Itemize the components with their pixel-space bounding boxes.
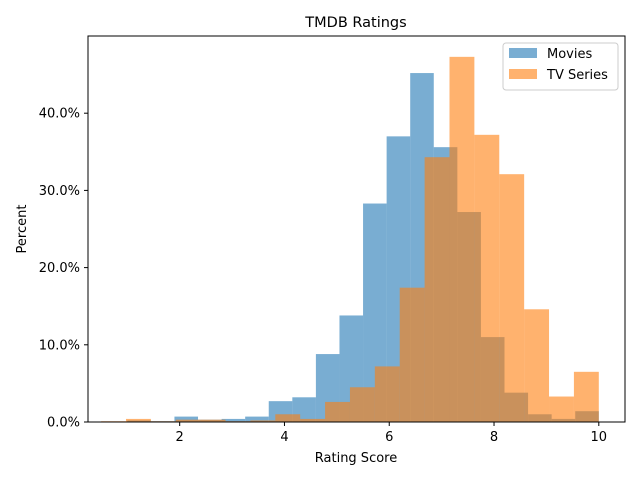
bar [424, 157, 450, 423]
series-1 [101, 56, 599, 423]
bar [325, 401, 350, 422]
y-tick-label: 0.0% [47, 416, 80, 431]
y-tick-label: 30.0% [39, 184, 80, 199]
bar [300, 418, 326, 422]
bar [174, 416, 199, 422]
x-tick-label: 10 [591, 430, 608, 445]
y-axis-label: Percent [15, 205, 30, 254]
y-tick-label: 10.0% [39, 338, 80, 353]
x-tick-label: 8 [490, 430, 498, 445]
y-tick-label: 20.0% [39, 261, 80, 276]
bar [245, 416, 269, 422]
chart-title: TMDB Ratings [304, 15, 406, 31]
y-axis: 0.0% 10.0% 20.0% 30.0% 40.0% [39, 107, 88, 431]
bar [349, 387, 375, 422]
legend-label: Movies [547, 47, 592, 62]
y-tick-label: 40.0% [39, 107, 80, 122]
bar [125, 418, 151, 422]
legend-label: TV Series [546, 68, 608, 83]
x-axis: 2 4 6 8 10 [176, 422, 608, 445]
bar [175, 419, 201, 422]
bar [275, 414, 301, 422]
bar [474, 134, 500, 423]
bar [573, 371, 599, 422]
x-tick-label: 6 [385, 430, 393, 445]
bar [399, 287, 425, 422]
x-tick-label: 2 [176, 430, 184, 445]
bar [499, 174, 525, 422]
bar [549, 396, 574, 422]
x-tick-label: 4 [280, 430, 288, 445]
bar [449, 56, 475, 423]
legend-swatch [509, 69, 537, 79]
bars-layer [101, 56, 599, 423]
legend: Movies TV Series [502, 42, 619, 91]
bar [524, 309, 550, 422]
plot-frame [87, 35, 626, 423]
bar [200, 419, 226, 422]
bar [374, 366, 400, 422]
bar [250, 420, 276, 422]
x-axis-label: Rating Score [315, 451, 397, 466]
legend-swatch [509, 48, 537, 58]
bar [221, 418, 246, 422]
